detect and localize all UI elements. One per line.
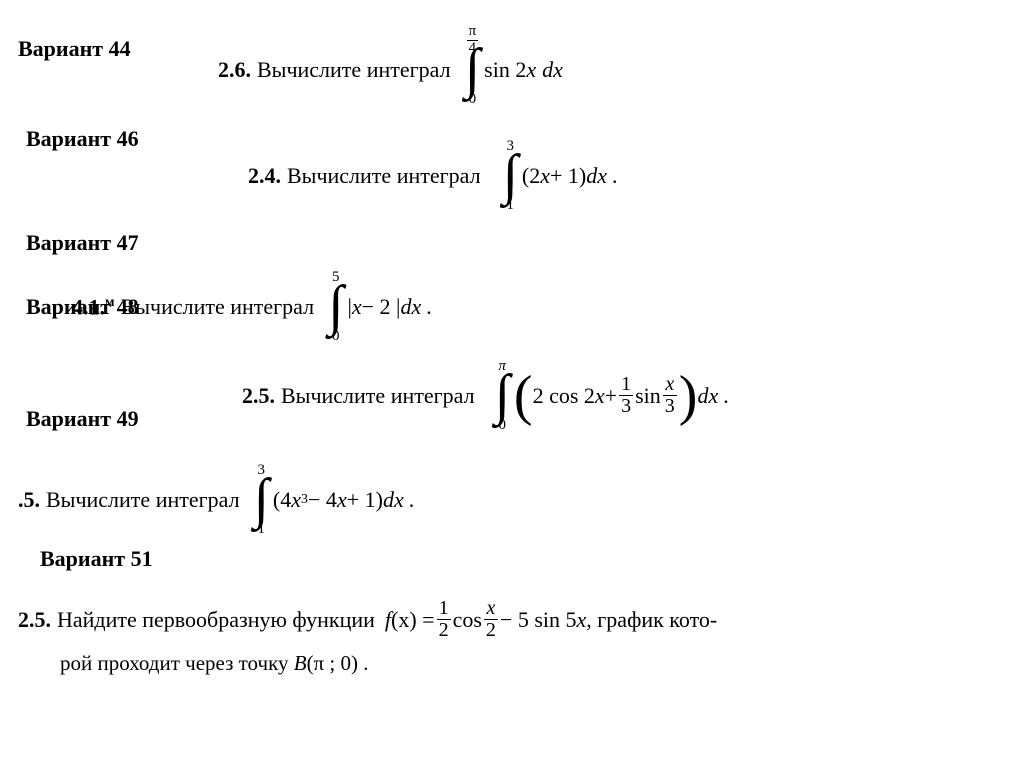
problem-2-5a-text: Вычислите интеграл — [281, 385, 475, 407]
problem-2-5a-num: 2.5. — [242, 385, 275, 407]
problem-2-5b-line2: рой проходит через точку B(π ; 0) . — [18, 653, 1006, 674]
variant-47-label: Вариант 47 — [26, 232, 139, 254]
problem-2-4-text: Вычислите интеграл — [287, 165, 481, 187]
variant-44-label: Вариант 44 — [18, 38, 131, 60]
problem-2-6-integral: π4 ∫ 0 sin 2xdx — [461, 32, 563, 108]
problem-5-text: Вычислите интеграл — [46, 489, 240, 511]
problem-2-4-num: 2.4. — [248, 165, 281, 187]
problem-2-6-num: 2.6. — [218, 59, 251, 81]
variant-46-label: Вариант 46 — [26, 128, 139, 150]
problem-5-integral: 3 ∫ 1 (4x3 − 4x + 1) dx . — [250, 462, 415, 538]
problem-4-1-integral: 5 ∫ 0 | x − 2 | dx . — [324, 269, 432, 345]
variant-49-label: Вариант 49 — [26, 408, 139, 430]
problem-2-4-integral: 3 ∫ 1 (2x + 1) dx . — [499, 138, 618, 214]
problem-2-5b-tail: , график кото- — [586, 609, 717, 631]
problem-2-5b-function: f (x) = 12 cos x2 − 5 sin 5x — [385, 598, 586, 641]
problem-2-5b-num: 2.5. — [18, 609, 51, 631]
problem-2-5a-integral: π ∫ 0 ( 2 cos 2x + 13 sin x3 ) dx . — [491, 358, 730, 434]
variant-48-label: Вариант 48 — [26, 296, 139, 318]
problem-2-5b-text1: Найдите первообразную функции — [57, 609, 375, 631]
variant-51-label: Вариант 51 — [40, 548, 988, 570]
problem-5-num: .5. — [18, 489, 40, 511]
problem-4-1-text: Вычислите интеграл — [121, 296, 315, 318]
problem-2-6-text: Вычислите интеграл — [257, 59, 451, 81]
